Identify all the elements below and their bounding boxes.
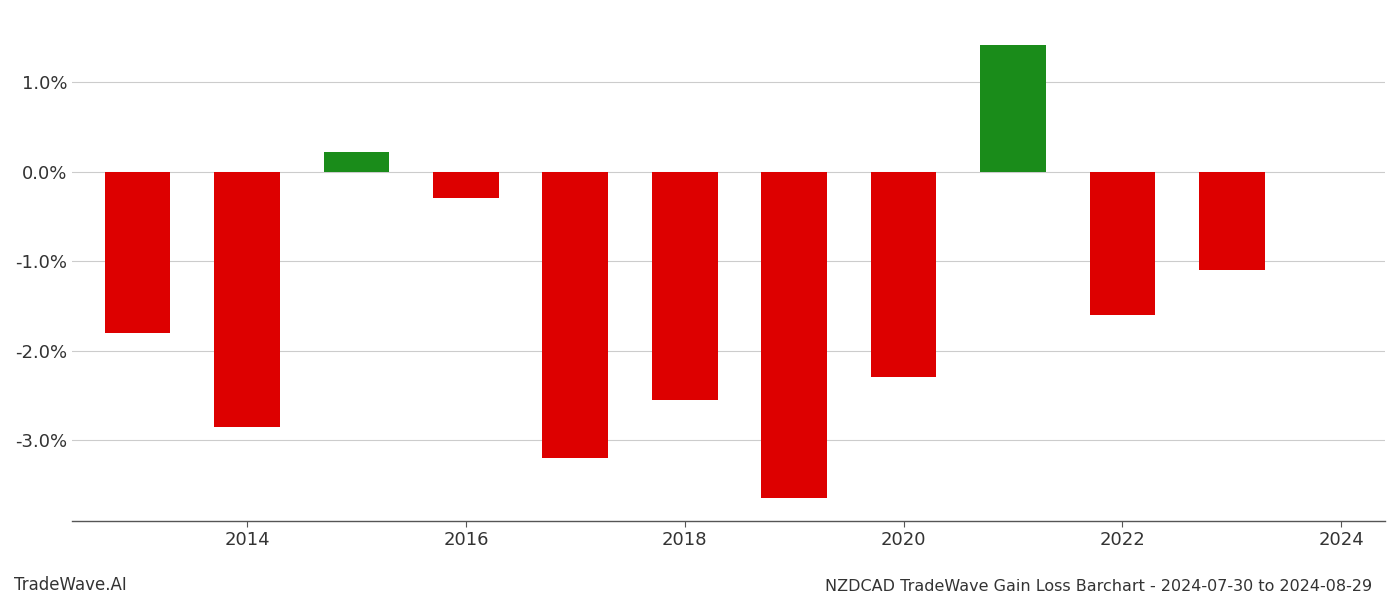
Bar <box>433 172 498 199</box>
Bar <box>762 172 827 498</box>
Bar <box>323 152 389 172</box>
Bar <box>1089 172 1155 315</box>
Bar <box>105 172 171 332</box>
Bar <box>980 44 1046 172</box>
Bar <box>652 172 718 400</box>
Text: TradeWave.AI: TradeWave.AI <box>14 576 127 594</box>
Bar <box>214 172 280 427</box>
Bar <box>542 172 608 458</box>
Text: NZDCAD TradeWave Gain Loss Barchart - 2024-07-30 to 2024-08-29: NZDCAD TradeWave Gain Loss Barchart - 20… <box>825 579 1372 594</box>
Bar <box>1198 172 1264 270</box>
Bar <box>871 172 937 377</box>
